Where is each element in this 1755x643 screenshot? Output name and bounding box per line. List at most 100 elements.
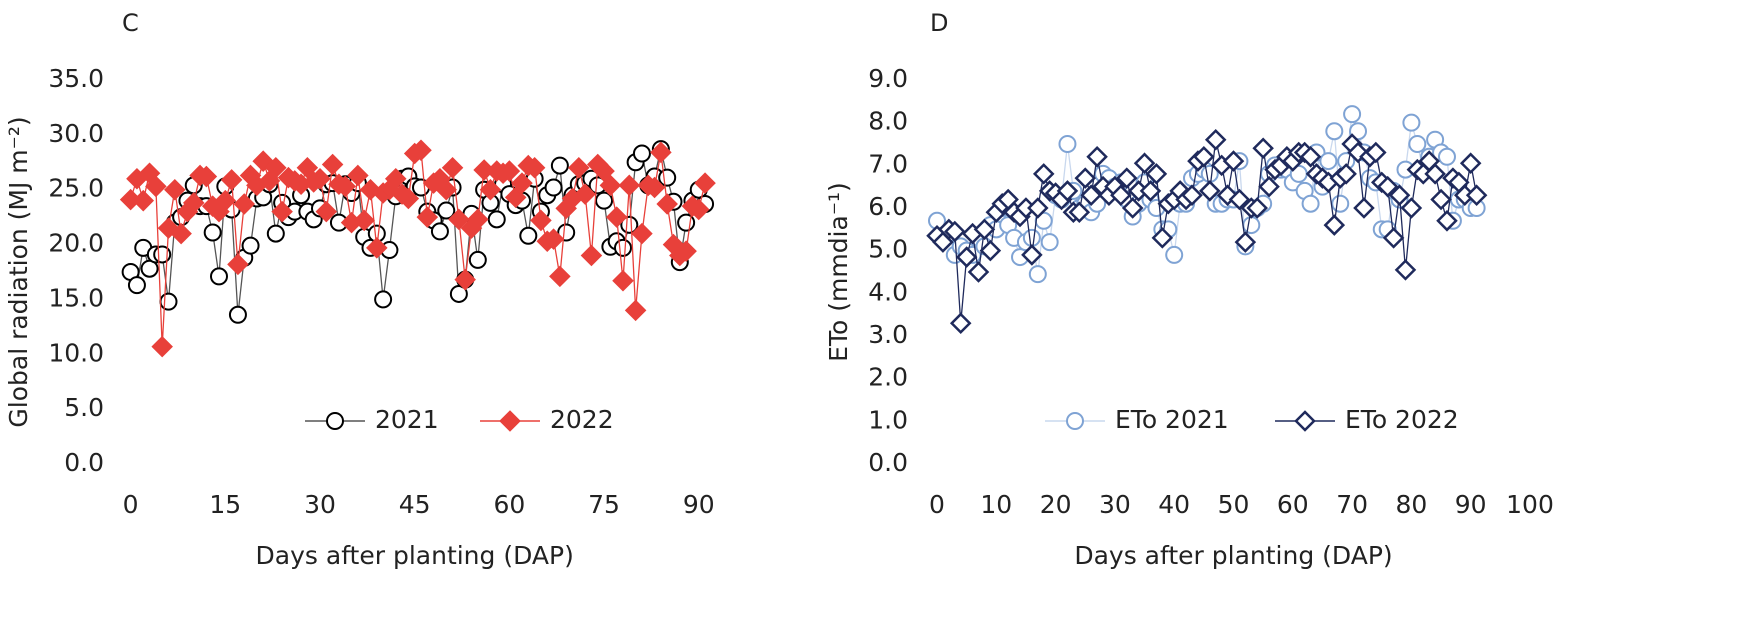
- marker: [498, 160, 521, 182]
- marker: [1424, 163, 1446, 185]
- marker: [132, 189, 155, 212]
- legend-marker: [1066, 412, 1084, 430]
- y-tick-label: 8.0: [868, 107, 908, 136]
- legend-label: ETo 2022: [1345, 405, 1459, 434]
- marker: [544, 178, 563, 197]
- marker: [1376, 175, 1399, 198]
- marker: [557, 223, 576, 242]
- x-tick-label: 60: [1277, 490, 1309, 519]
- marker: [1331, 194, 1350, 213]
- marker: [1365, 141, 1387, 164]
- marker: [309, 167, 331, 190]
- marker: [228, 305, 247, 324]
- marker: [955, 246, 978, 268]
- marker: [944, 220, 966, 243]
- marker: [1319, 152, 1338, 171]
- marker: [170, 222, 192, 245]
- x-tick-label: 80: [1395, 490, 1427, 519]
- marker: [1222, 150, 1245, 172]
- marker: [1204, 128, 1227, 151]
- marker: [203, 223, 222, 242]
- y-tick-label: 6.0: [868, 192, 908, 221]
- marker: [1032, 163, 1055, 185]
- marker: [650, 141, 672, 164]
- marker: [252, 150, 274, 172]
- panel-label: C: [122, 9, 139, 37]
- marker: [271, 200, 293, 223]
- marker: [210, 267, 228, 286]
- marker: [542, 228, 565, 250]
- marker: [1430, 188, 1452, 211]
- marker: [1459, 152, 1482, 174]
- marker: [979, 239, 1002, 262]
- legend-entry: ETo 2021: [1045, 405, 1229, 434]
- marker: [612, 270, 634, 292]
- y-tick-label: 1.0: [868, 405, 908, 434]
- x-tick-label: 75: [588, 490, 620, 519]
- marker: [1353, 197, 1375, 219]
- y-axis-title: Global radiation (MJ m⁻²): [4, 116, 33, 427]
- marker: [1145, 163, 1168, 185]
- marker: [1086, 146, 1108, 168]
- marker: [1121, 197, 1144, 219]
- marker: [1080, 184, 1102, 206]
- x-tick-label: 40: [1158, 490, 1190, 519]
- marker: [580, 244, 603, 267]
- marker: [1115, 167, 1138, 189]
- x-tick-label: 0: [929, 490, 945, 519]
- marker: [1234, 231, 1257, 253]
- marker: [568, 157, 590, 179]
- marker: [599, 174, 622, 197]
- marker: [266, 224, 285, 243]
- x-tick-label: 20: [1040, 490, 1072, 519]
- marker: [195, 165, 218, 188]
- marker: [1110, 184, 1132, 206]
- marker: [530, 209, 552, 232]
- marker: [1343, 105, 1362, 124]
- x-tick-label: 45: [399, 490, 431, 519]
- marker: [430, 222, 449, 241]
- marker: [1335, 163, 1357, 185]
- marker: [159, 292, 178, 311]
- marker: [618, 174, 641, 197]
- marker: [1181, 184, 1203, 206]
- marker: [479, 178, 502, 201]
- marker: [1021, 244, 1043, 266]
- marker: [605, 206, 628, 228]
- marker: [631, 222, 653, 245]
- marker: [1394, 259, 1417, 281]
- marker: [593, 160, 615, 182]
- marker: [643, 176, 666, 199]
- legend-marker: [326, 412, 344, 430]
- marker: [1199, 180, 1221, 202]
- x-tick-label: 30: [1099, 490, 1131, 519]
- y-tick-label: 0.0: [868, 448, 908, 477]
- marker: [523, 157, 546, 179]
- marker: [632, 144, 651, 163]
- marker: [1027, 197, 1049, 219]
- marker: [151, 335, 173, 358]
- y-tick-label: 9.0: [868, 64, 908, 93]
- series: [121, 140, 715, 324]
- marker: [1436, 210, 1458, 232]
- marker: [1258, 175, 1280, 198]
- marker: [315, 200, 338, 223]
- legend-entry: 2022: [480, 405, 614, 434]
- marker: [374, 290, 393, 309]
- y-tick-label: 0.0: [64, 448, 104, 477]
- marker: [1465, 184, 1488, 206]
- marker: [1056, 180, 1079, 202]
- marker: [549, 265, 571, 288]
- legend-entry: 2021: [305, 405, 439, 434]
- marker: [214, 189, 237, 212]
- marker: [687, 198, 710, 221]
- marker: [550, 156, 569, 175]
- marker: [1388, 184, 1411, 206]
- legend-label: 2021: [375, 405, 439, 434]
- marker: [397, 187, 420, 210]
- y-tick-label: 15.0: [48, 283, 104, 312]
- marker: [1400, 197, 1423, 219]
- marker: [620, 215, 639, 234]
- y-tick-label: 30.0: [48, 119, 104, 148]
